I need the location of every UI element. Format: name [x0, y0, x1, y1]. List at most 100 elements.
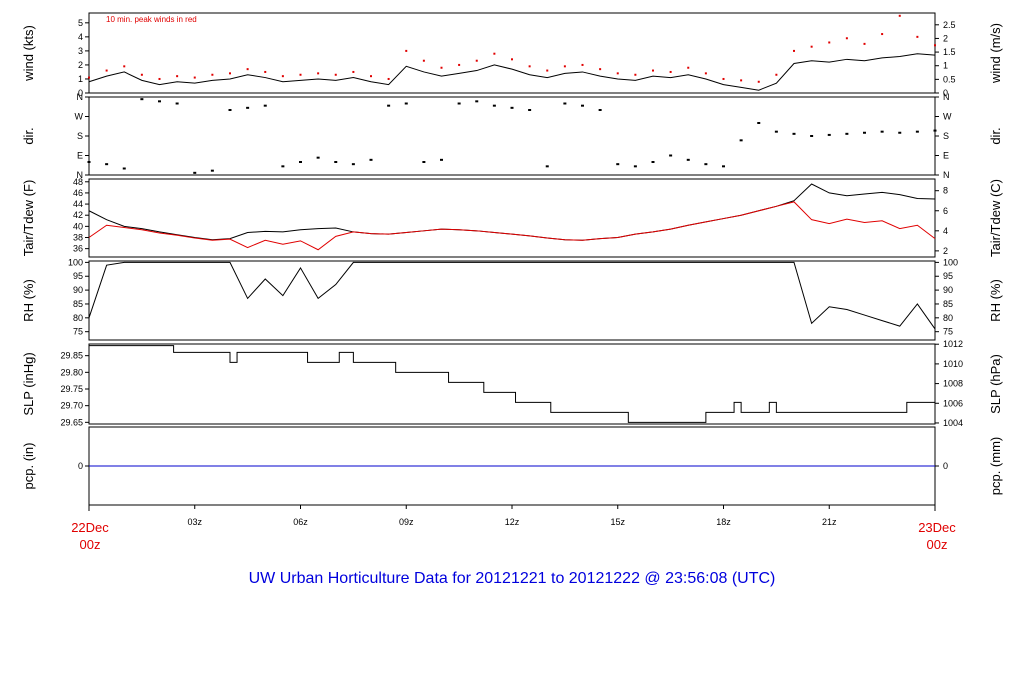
wind-peak-point — [88, 76, 90, 79]
dir-point — [563, 102, 567, 105]
dir-point — [158, 100, 161, 103]
x-end-date: 23Dec — [918, 520, 956, 535]
wind-peak-point — [757, 80, 760, 83]
dir-ylabel-left: dir. — [21, 127, 36, 144]
x-tick-label: 12z — [505, 517, 520, 527]
dir-point — [492, 104, 496, 107]
dir-left-tick-label: N — [77, 170, 84, 180]
dir-point — [351, 163, 355, 166]
dir-point — [440, 158, 443, 161]
dir-right-tick-label: S — [943, 131, 949, 141]
x-tick-label: 15z — [610, 517, 625, 527]
wind-right-tick-label: 2 — [943, 33, 948, 43]
wind-peak-point — [581, 63, 584, 66]
rh-right-tick-label: 90 — [943, 285, 953, 295]
rh-left-tick-label: 95 — [73, 271, 83, 281]
dir-point — [387, 104, 391, 107]
wind-peak-point — [881, 33, 884, 36]
dir-point — [228, 109, 232, 111]
wind-peak-point — [440, 66, 443, 69]
wind-peak-point — [704, 72, 707, 75]
rh-left-tick-label: 90 — [73, 285, 83, 295]
dir-point — [404, 102, 408, 105]
slp-ylabel-right: SLP (hPa) — [988, 354, 1003, 414]
dir-right-tick-label: N — [943, 92, 950, 102]
wind-peak-point — [140, 73, 143, 76]
slp-ylabel-left: SLP (inHg) — [21, 352, 36, 415]
wind-left-tick-label: 0 — [78, 88, 83, 98]
dir-right-tick-label: W — [943, 112, 952, 122]
dir-point — [598, 109, 602, 111]
slp-right-tick-label: 1004 — [943, 418, 963, 428]
dir-left-tick-label: S — [77, 131, 83, 141]
slp-left-tick-label: 29.75 — [60, 384, 83, 394]
dir-point — [510, 106, 514, 109]
wind-left-tick-label: 5 — [78, 18, 83, 28]
slp-left-tick-label: 29.80 — [60, 367, 83, 377]
dir-point — [105, 163, 109, 166]
wind-peak-point — [176, 75, 179, 78]
rh-left-tick-label: 75 — [73, 327, 83, 337]
dir-point — [581, 104, 584, 107]
wind-peak-point — [229, 72, 231, 75]
wind-peak-point — [123, 65, 126, 68]
wind-peak-point — [528, 65, 531, 68]
slp-left-tick-label: 29.70 — [60, 401, 83, 411]
dir-right-tick-label: N — [943, 170, 950, 180]
temperature-ylabel-right: Tair/Tdew (C) — [988, 179, 1003, 257]
temperature-series-line — [88, 201, 936, 251]
dir-point — [87, 161, 91, 163]
dir-panel — [85, 96, 939, 176]
wind-ylabel-right: wind (m/s) — [988, 23, 1003, 84]
temperature-left-tick-label: 38 — [73, 233, 83, 243]
dir-point — [457, 102, 461, 105]
dir-point — [369, 158, 373, 161]
wind-peak-point — [669, 70, 672, 73]
slp-right-tick-label: 1008 — [943, 379, 963, 389]
precip-ylabel-right: pcp. (mm) — [988, 437, 1003, 496]
rh-right-tick-label: 75 — [943, 327, 953, 337]
wind-peak-point — [599, 68, 602, 71]
wind-peak-point — [299, 73, 302, 76]
wind-right-tick-label: 0 — [943, 88, 948, 98]
wind-left-tick-label: 4 — [78, 32, 83, 42]
dir-point — [334, 161, 338, 163]
wind-peak-point — [317, 72, 320, 75]
dir-point — [193, 171, 197, 174]
wind-peak-point — [546, 69, 549, 72]
temperature-ylabel-left: Tair/Tdew (F) — [21, 180, 36, 257]
wind-peak-point — [281, 75, 284, 78]
wind-peak-point — [334, 73, 337, 76]
dir-point — [739, 139, 743, 142]
slp-panel — [85, 343, 939, 425]
wind-peak-point — [616, 72, 619, 75]
dir-point — [210, 169, 214, 172]
dir-point — [810, 135, 814, 137]
wind-peak-point — [563, 65, 566, 68]
dir-point — [669, 154, 673, 157]
dir-point — [792, 132, 796, 135]
wind-peak-point — [264, 70, 267, 73]
wind-peak-point — [916, 35, 919, 38]
temperature-right-tick-label: 2 — [943, 246, 948, 256]
precip-ylabel-left: pcp. (in) — [21, 443, 36, 490]
temperature-right-tick-label: 6 — [943, 206, 948, 216]
wind-peak-point — [493, 52, 496, 55]
wind-right-tick-label: 1.5 — [943, 47, 956, 57]
wind-peak-point — [211, 73, 214, 76]
dir-point — [122, 167, 126, 170]
wind-right-tick-label: 0.5 — [943, 74, 956, 84]
precip-right-tick-label: 0 — [943, 461, 948, 471]
wind-peak-point — [422, 59, 425, 62]
wind-panel — [85, 12, 939, 94]
x-tick-label: 21z — [822, 517, 837, 527]
dir-point — [140, 98, 144, 101]
temperature-left-tick-label: 40 — [73, 221, 83, 231]
wind-left-tick-label: 2 — [78, 60, 83, 70]
temperature-frame — [88, 178, 936, 258]
dir-point — [633, 165, 637, 168]
wind-peak-point — [511, 58, 513, 61]
slp-right-tick-label: 1006 — [943, 398, 963, 408]
dir-point — [651, 161, 655, 163]
